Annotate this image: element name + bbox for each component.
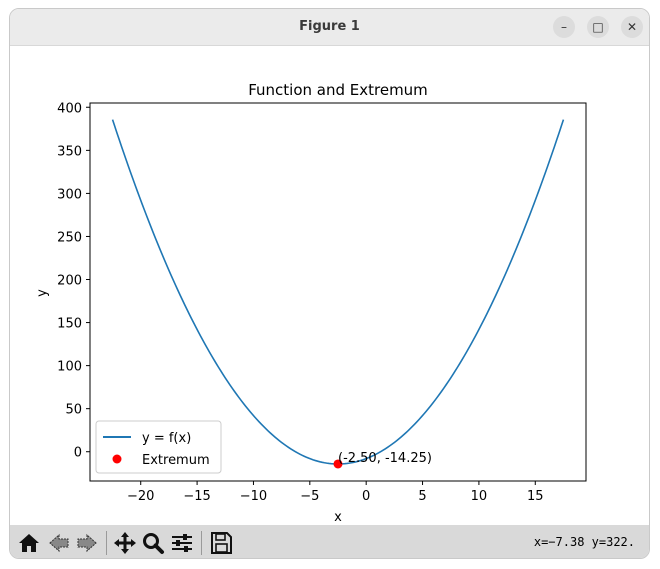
y-tick-label: 50 [65,403,82,418]
back-icon[interactable] [46,530,72,556]
minimize-button[interactable]: – [553,16,575,38]
toolbar-separator [201,531,202,555]
save-icon[interactable] [208,530,234,556]
configure-subplots-icon[interactable] [169,530,195,556]
home-icon[interactable] [16,530,42,556]
forward-icon[interactable] [74,530,100,556]
x-axis-label: x [334,510,342,525]
plot-canvas[interactable]: Function and Extremum −20 −15 −10 −5 0 5 10 15 0… [10,45,650,525]
x-tick-label: −20 [127,489,154,504]
y-axis-label: y [35,289,50,297]
extremum-label: (-2.50, -14.25) [338,451,432,466]
x-tick-label: 10 [471,489,488,504]
close-button[interactable]: ✕ [621,16,643,38]
y-tick-label: 100 [57,360,82,375]
extremum-point [333,459,343,469]
cursor-coordinates: x=−7.38 y=322. [533,535,635,549]
y-tick-label: 250 [57,230,82,245]
legend-box [95,420,222,474]
figure-window: Figure 1 – □ ✕ Function and Extremum −20… [9,8,650,559]
toolbar-separator [106,531,107,555]
zoom-icon[interactable] [140,530,166,556]
x-tick-label: 0 [362,489,370,504]
y-tick-label: 400 [57,101,82,116]
plot-frame [89,102,587,482]
y-tick-label: 300 [57,187,82,202]
chart-svg[interactable]: Function and Extremum −20 −15 −10 −5 0 5 10 150… [10,45,650,525]
navigation-toolbar: x=−7.38 y=322. [10,525,649,558]
y-tick-label: 200 [57,274,82,289]
x-tick-label: 15 [527,489,544,504]
x-tick-label: −15 [183,489,210,504]
x-tick-label: −10 [240,489,267,504]
y-tick-label: 350 [57,144,82,159]
chart-title: Function and Extremum [248,81,428,99]
legend-point-swatch [112,454,122,464]
maximize-button[interactable]: □ [587,16,609,38]
pan-icon[interactable] [112,530,138,556]
y-tick-label: 0 [74,446,82,461]
legend-entry-series: y = f(x) [142,431,191,446]
legend: y = f(x) Extremum [95,420,222,474]
legend-entry-extremum: Extremum [142,453,210,468]
x-tick-label: −5 [300,489,319,504]
x-tick-label: 5 [418,489,426,504]
window-title: Figure 1 [299,19,360,34]
title-bar[interactable]: Figure 1 – □ ✕ [10,9,649,46]
y-tick-label: 150 [57,317,82,332]
